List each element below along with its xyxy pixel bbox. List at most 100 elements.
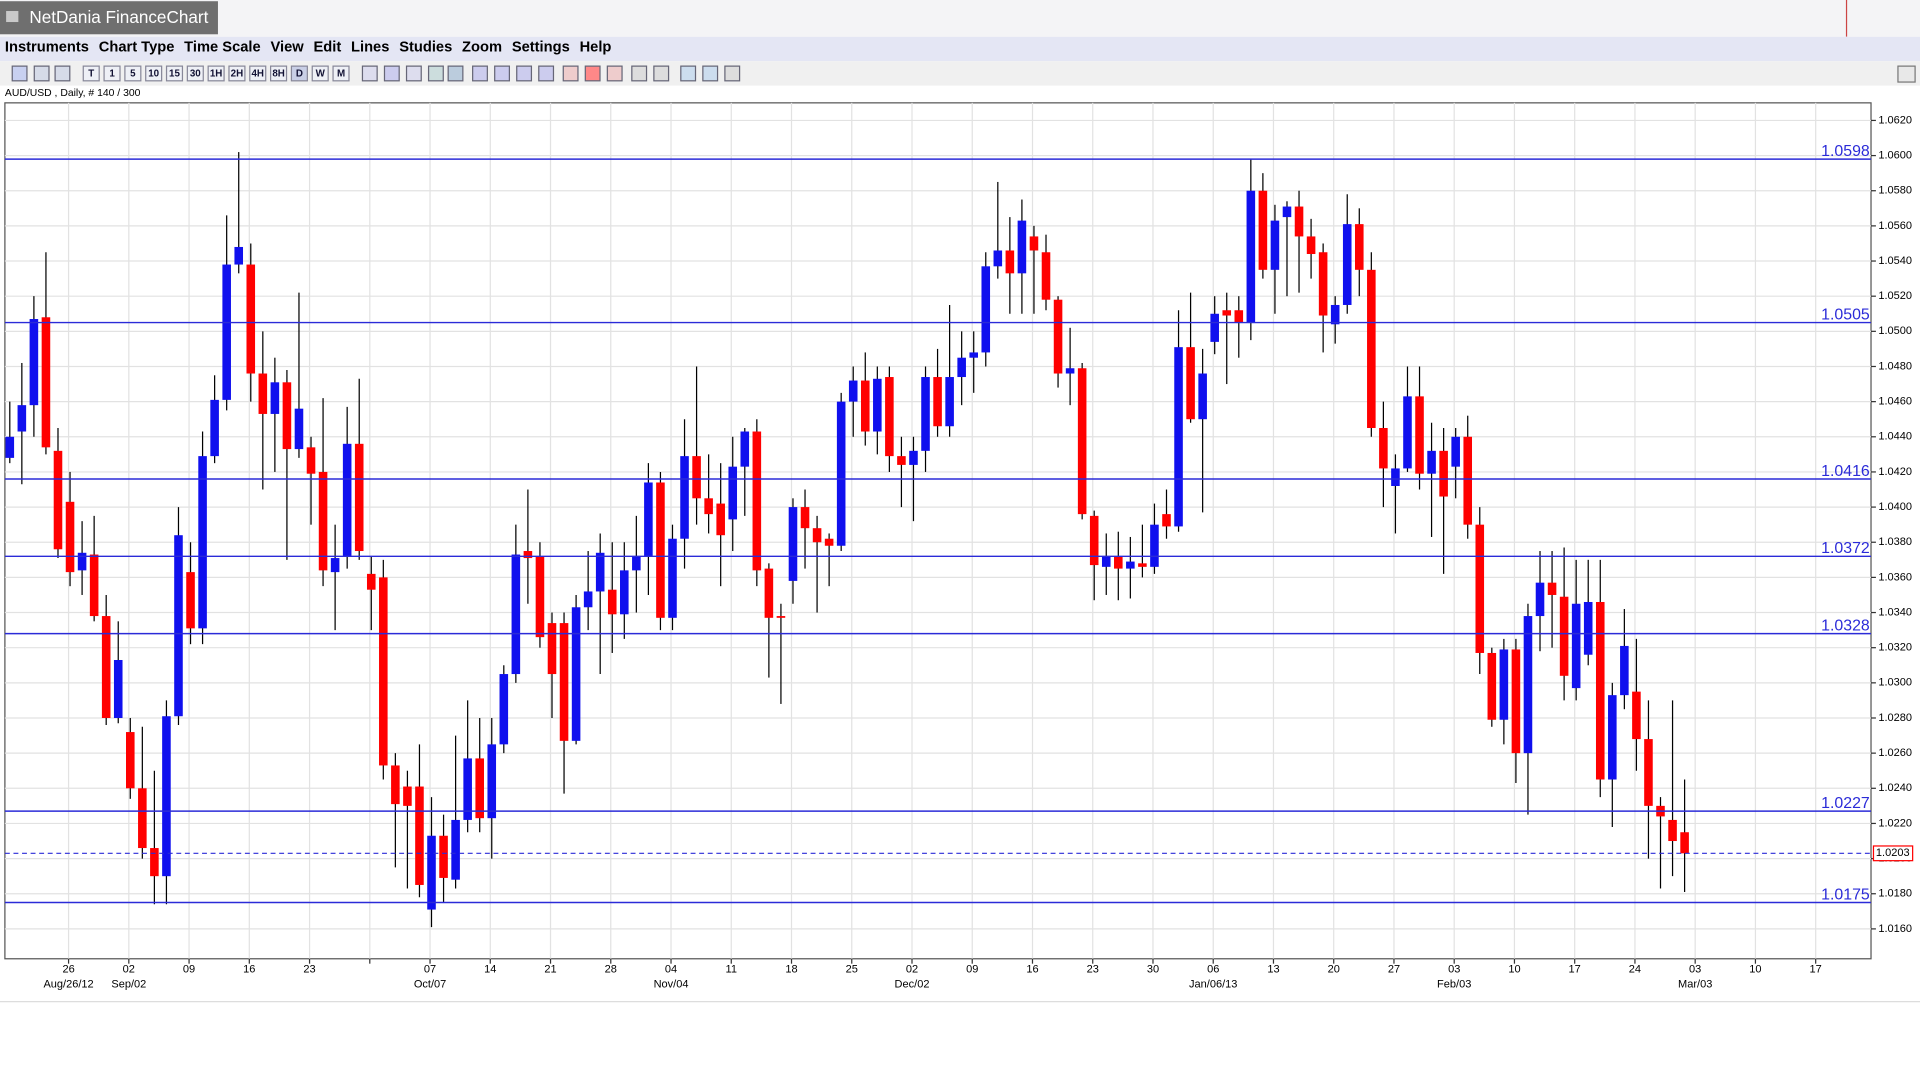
x-tick-label: 07 [424,964,436,976]
level-label: 1.0227 [1821,795,1870,812]
line-chart-button[interactable] [33,65,50,82]
tool-button[interactable] [516,65,533,82]
menu-item[interactable]: Help [580,40,612,56]
tool-button[interactable] [562,65,579,82]
menu-item[interactable]: Lines [351,40,389,56]
x-tick-label: 10 [1749,964,1761,976]
y-tick-label: 1.0340 [1878,606,1912,618]
timescale-label: T [88,69,94,80]
candle-body [1644,739,1653,806]
candle-body [415,786,424,885]
y-tick-label: 1.0620 [1878,114,1912,126]
timescale-button[interactable] [186,65,204,82]
candle-body [788,507,798,581]
timescale-button[interactable] [249,65,267,82]
candle-body [1162,514,1171,527]
candle-body [535,556,545,638]
candle-body [547,623,557,675]
timescale-button[interactable] [145,65,163,82]
x-tick-label: 09 [966,964,978,976]
candle-body [1210,313,1219,342]
toolbar [0,61,1920,86]
candle-body [933,377,942,427]
candle-body [1089,515,1099,566]
candle-body [41,317,51,448]
tool-button[interactable] [427,65,444,82]
x-tick-label: 23 [303,964,315,976]
candle-body [668,538,677,618]
candle-body [65,501,75,573]
candle-body [824,538,834,546]
tool-button[interactable] [472,65,488,82]
tool-button[interactable] [606,65,623,82]
panel-button[interactable] [1897,65,1916,83]
timescale-button[interactable] [270,65,288,82]
tool-button[interactable] [680,65,697,82]
x-tick-label: 26 [62,964,74,976]
candle-body [897,456,906,465]
timescale-button[interactable] [82,65,100,82]
candle-body [1475,524,1485,653]
timescale-button[interactable] [228,65,246,82]
tool-button[interactable] [361,65,378,82]
timescale-button[interactable] [124,65,142,82]
candle-body [246,264,256,374]
candle-body [607,589,617,615]
candle-body [198,456,207,629]
menu-item[interactable]: Edit [313,40,341,56]
timescale-button[interactable] [332,65,350,82]
y-tick-label: 1.0580 [1878,185,1912,197]
menu-item[interactable]: View [270,40,304,56]
tool-button[interactable] [447,65,464,82]
tool-button[interactable] [631,65,648,82]
menu-item[interactable]: Time Scale [184,40,260,56]
timescale-button[interactable] [290,65,308,82]
tool-button[interactable] [724,65,741,82]
menu-item[interactable]: Settings [512,40,570,56]
candle-body [1391,468,1400,486]
timescale-label: 2H [231,69,244,80]
menu-item[interactable]: Instruments [5,40,89,56]
timescale-button[interactable] [103,65,121,82]
candle-body [595,552,605,592]
candle-body [1318,252,1328,316]
candle-body [270,382,280,414]
candle-body [1487,652,1497,720]
menu-item[interactable]: Zoom [462,40,502,56]
candle-body [1620,645,1629,696]
candle-body [439,835,448,878]
candle-body [1234,310,1244,323]
chart-header: AUD/USD , Daily, # 140 / 300 [5,88,141,99]
timescale-button[interactable] [207,65,225,82]
candle-body [981,266,991,353]
candle-body [1186,347,1195,420]
candle-body [523,551,533,559]
candle-body [644,482,653,557]
y-tick-label: 1.0460 [1878,396,1912,408]
timescale-button[interactable] [311,65,329,82]
candle-body [282,382,292,450]
y-tick-label: 1.0300 [1878,677,1912,689]
candle-body [969,352,978,358]
chart-type-button[interactable] [11,65,28,82]
menu-item[interactable]: Chart Type [99,40,175,56]
x-tick-sublabel: Nov/04 [654,978,689,990]
tool-button[interactable] [494,65,510,82]
tool-button[interactable] [405,65,422,82]
area-chart-button[interactable] [54,65,71,82]
timescale-button[interactable] [165,65,184,82]
candle-body [366,573,376,590]
y-tick-label: 1.0520 [1878,290,1912,302]
tool-button[interactable] [653,65,670,82]
candle-body [1403,396,1412,469]
tool-button[interactable] [584,65,601,82]
x-tick-label: 09 [183,964,195,976]
candle-body [77,552,87,571]
x-tick-sublabel: Dec/02 [895,978,930,990]
tool-button[interactable] [383,65,400,82]
candle-body [632,556,641,571]
tool-button[interactable] [538,65,555,82]
menu-item[interactable]: Studies [399,40,452,56]
tool-button[interactable] [702,65,719,82]
y-tick-label: 1.0500 [1878,325,1912,337]
